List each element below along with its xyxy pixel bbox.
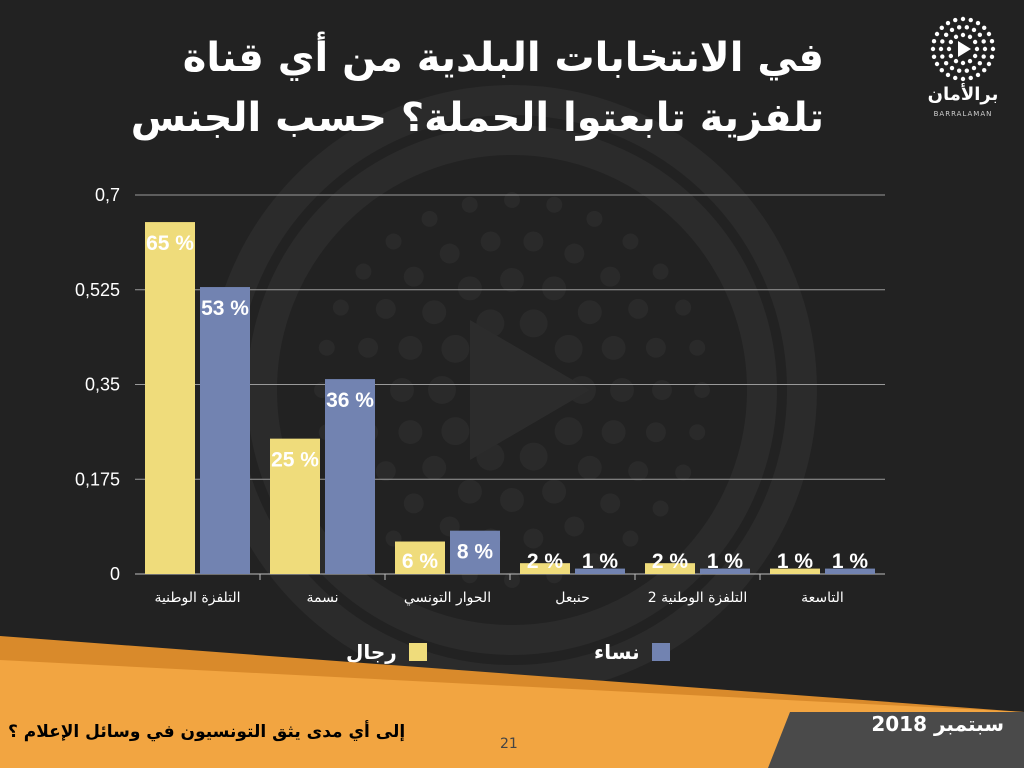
data-label: 1 % (582, 550, 619, 573)
bar-women (575, 568, 625, 574)
bar-women (700, 568, 750, 574)
data-label: 1 % (777, 550, 814, 573)
data-label: 65 % (146, 232, 194, 255)
logo-subtitle: BARRALAMAN (933, 110, 993, 118)
footer-question: إلى أي مدى يثق التونسيون في وسائل الإعلا… (8, 722, 406, 742)
x-tick-label: نسمة (307, 590, 339, 606)
data-label: 36 % (326, 389, 374, 412)
bar-women (200, 287, 250, 574)
bar-women (825, 568, 875, 574)
play-dots-logo-icon (930, 16, 996, 82)
data-label: 6 % (402, 550, 439, 573)
bar-men (270, 438, 320, 574)
legend-item-men: رجال (346, 638, 427, 666)
bar-women (450, 530, 500, 574)
x-tick-label: حنبعل (555, 590, 589, 606)
y-tick-label: 0,35 (85, 375, 120, 395)
footer-date: سبتمبر 2018 (871, 712, 1004, 736)
data-label: 25 % (271, 449, 319, 472)
y-tick-label: 0,525 (75, 280, 120, 300)
legend-item-women: نساء (594, 638, 670, 666)
data-label: 53 % (201, 297, 249, 320)
page-number: 21 (500, 736, 518, 752)
data-label: 1 % (832, 550, 869, 573)
bar-men (645, 563, 695, 574)
bar-men (145, 222, 195, 575)
bar-men (770, 568, 820, 574)
bar-women (325, 379, 375, 574)
data-label: 8 % (457, 541, 494, 564)
x-tick-label: التلفزة الوطنية (154, 590, 240, 606)
brand-logo: برالأمان BARRALAMAN (918, 14, 1008, 124)
x-tick-label: التلفزة الوطنية 2 (648, 590, 747, 606)
legend-swatch-women (651, 643, 670, 661)
data-label: 1 % (707, 550, 744, 573)
y-tick-label: 0,7 (95, 185, 120, 205)
date-band (768, 712, 1024, 768)
x-tick-label: الحوار التونسي (404, 590, 491, 606)
x-tick-label: التاسعة (801, 590, 844, 606)
legend-swatch-men (408, 643, 427, 661)
legend-label-women: نساء (594, 640, 640, 664)
logo-name: برالأمان (927, 84, 999, 105)
bar-chart: 0 0,175 0,35 0,525 0,7 65 % 53 % التلفزة الوطني… (75, 185, 885, 606)
bar-men (395, 541, 445, 574)
y-tick-label: 0,175 (75, 469, 120, 489)
chart-title: في الانتخابات البلدية من أي قناة تلفزية … (64, 28, 824, 148)
y-tick-label: 0 (110, 564, 120, 584)
data-label: 2 % (652, 550, 689, 573)
title-line-1: في الانتخابات البلدية من أي قناة (182, 35, 824, 81)
title-line-2: تلفزية تابعتوا الحملة؟ حسب الجنس (130, 95, 824, 141)
legend-label-men: رجال (346, 640, 397, 664)
data-label: 2 % (527, 550, 564, 573)
bar-men (520, 563, 570, 574)
